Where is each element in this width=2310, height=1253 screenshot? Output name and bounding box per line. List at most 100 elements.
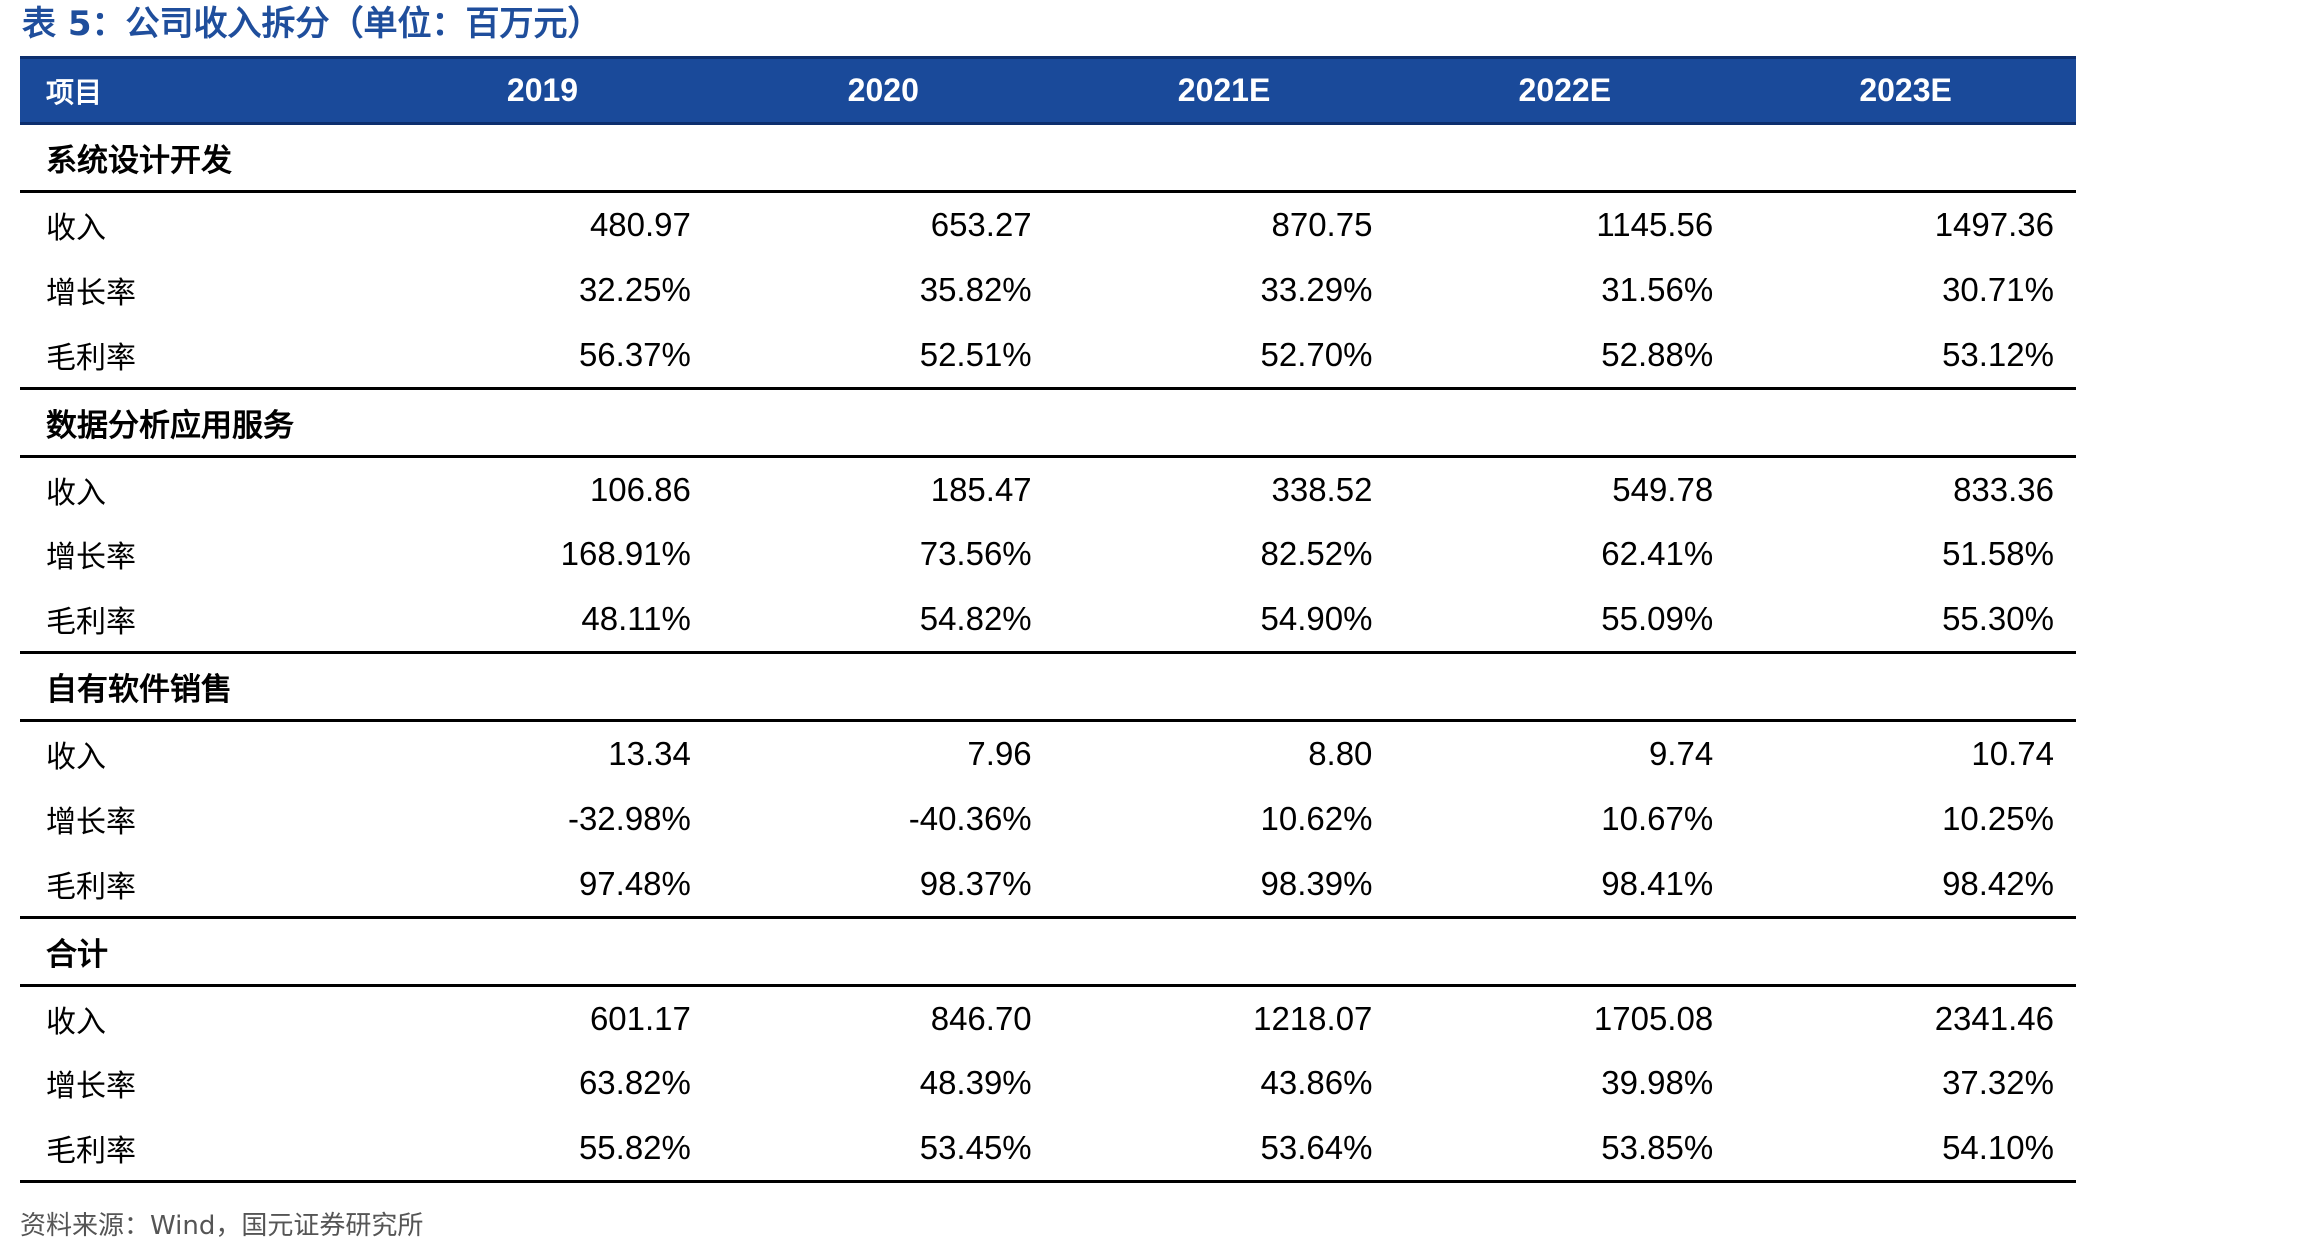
row-label: 增长率: [46, 1069, 136, 1105]
table-cell: 39.98%: [1601, 1064, 1714, 1102]
row-label: 毛利率: [20, 322, 373, 390]
header-year: 2021E: [1053, 56, 1395, 125]
table-row: 收入 601.17 846.70 1218.07 1705.08 2341.46: [20, 985, 2076, 1051]
row-label: 收入: [46, 475, 106, 511]
table-cell: 52.70%: [1053, 322, 1395, 390]
table-row: 毛利率 55.82% 53.45% 53.64% 53.85% 54.10%: [20, 1116, 2076, 1183]
table-cell: 480.97: [589, 206, 691, 243]
header-year: 2020: [712, 56, 1054, 125]
table-row: 增长率 -32.98% -40.36% 10.62% 10.67% 10.25%: [20, 786, 2076, 852]
row-label: 增长率: [46, 275, 136, 311]
table-cell: 48.11%: [372, 587, 713, 654]
table-cell: 338.52: [1271, 470, 1373, 508]
header-year: 2023E: [1735, 56, 2076, 125]
table-cell: 601.17: [589, 999, 691, 1037]
table-cell: 52.88%: [1394, 322, 1736, 390]
table-cell: 10.62%: [1260, 799, 1373, 837]
table-cell: 55.30%: [1735, 587, 2076, 654]
table-cell: 653.27: [930, 206, 1032, 243]
table-cell: 833.36: [1953, 470, 2054, 508]
table-cell: 55.82%: [372, 1116, 713, 1183]
table-cell: 168.91%: [560, 535, 691, 573]
table-cell: 8.80: [1308, 735, 1373, 772]
header-item: 项目: [20, 56, 373, 125]
table-cell: 98.42%: [1735, 851, 2076, 919]
section-row: 数据分析应用服务: [20, 388, 2076, 458]
table-cell: 98.37%: [712, 851, 1054, 919]
table-cell: 54.10%: [1735, 1116, 2076, 1183]
table-cell: 63.82%: [578, 1064, 691, 1102]
table-cell: 51.58%: [1942, 535, 2054, 573]
row-label: 收入: [46, 740, 106, 775]
row-label: 收入: [46, 211, 106, 246]
table-cell: 98.41%: [1394, 851, 1736, 919]
table-cell: 106.86: [589, 470, 691, 508]
section-title: 数据分析应用服务: [20, 388, 2076, 458]
table-cell: 846.70: [930, 999, 1032, 1037]
table-cell: 2341.46: [1934, 999, 2054, 1037]
row-label: 收入: [46, 1004, 106, 1040]
table-cell: -32.98%: [567, 799, 691, 837]
table-cell: 185.47: [930, 470, 1032, 508]
table-cell: 13.34: [608, 735, 691, 772]
table-cell: 43.86%: [1260, 1064, 1373, 1102]
section-row: 自有软件销售: [20, 652, 2076, 722]
table-cell: 870.75: [1271, 206, 1373, 243]
row-label: 毛利率: [20, 587, 373, 654]
row-label: 增长率: [46, 540, 136, 576]
table-cell: -40.36%: [908, 799, 1032, 837]
table-row: 收入 106.86 185.47 338.52 549.78 833.36: [20, 456, 2076, 522]
section-row: 合计: [20, 917, 2076, 987]
table-cell: 54.90%: [1053, 587, 1395, 654]
table-cell: 30.71%: [1942, 270, 2054, 308]
table-cell: 10.25%: [1942, 799, 2054, 837]
table-row: 毛利率 48.11% 54.82% 54.90% 55.09% 55.30%: [20, 587, 2076, 654]
table-cell: 10.67%: [1601, 799, 1714, 837]
table-cell: 56.37%: [372, 322, 713, 390]
table-title: 表 5：公司收入拆分（单位：百万元）: [22, 4, 602, 44]
table-row: 收入 480.97 653.27 870.75 1145.56 1497.36: [20, 192, 2076, 258]
table-cell: 10.74: [1971, 735, 2054, 772]
table-row: 增长率 168.91% 73.56% 82.52% 62.41% 51.58%: [20, 522, 2076, 588]
table-cell: 98.39%: [1053, 851, 1395, 919]
table-cell: 73.56%: [919, 535, 1032, 573]
table-cell: 37.32%: [1942, 1064, 2054, 1102]
table-cell: 35.82%: [919, 270, 1032, 308]
section-row: 系统设计开发: [20, 123, 2076, 193]
table-cell: 52.51%: [712, 322, 1054, 390]
section-title: 合计: [20, 917, 2076, 987]
source-note: 资料来源：Wind，国元证券研究所: [20, 1211, 424, 1241]
table-row: 增长率 63.82% 48.39% 43.86% 39.98% 37.32%: [20, 1051, 2076, 1117]
table-cell: 53.85%: [1394, 1116, 1736, 1183]
table-cell: 53.45%: [712, 1116, 1054, 1183]
row-label: 毛利率: [20, 851, 373, 919]
table-row: 增长率 32.25% 35.82% 33.29% 31.56% 30.71%: [20, 257, 2076, 323]
header-year: 2019: [372, 56, 713, 125]
table-cell: 7.96: [967, 735, 1032, 772]
section-title: 自有软件销售: [20, 652, 2076, 722]
table-cell: 53.12%: [1735, 322, 2076, 390]
table-cell: 549.78: [1612, 470, 1714, 508]
table-cell: 54.82%: [712, 587, 1054, 654]
table-cell: 82.52%: [1260, 535, 1373, 573]
table-cell: 1218.07: [1253, 999, 1373, 1037]
table-cell: 97.48%: [372, 851, 713, 919]
row-label: 增长率: [46, 804, 136, 840]
header-row: 项目 2019 2020 2021E 2022E 2023E: [20, 56, 2076, 125]
header-year: 2022E: [1394, 56, 1736, 125]
table-cell: 32.25%: [578, 270, 691, 308]
table-cell: 55.09%: [1394, 587, 1736, 654]
table-cell: 31.56%: [1601, 270, 1714, 308]
table-cell: 1705.08: [1593, 999, 1714, 1037]
table-cell: 33.29%: [1260, 270, 1373, 308]
table-cell: 1145.56: [1596, 206, 1714, 243]
revenue-breakdown-table: 项目 2019 2020 2021E 2022E 2023E 系统设计开发 收入…: [20, 56, 2076, 1183]
section-title: 系统设计开发: [20, 123, 2076, 193]
table-cell: 9.74: [1648, 735, 1714, 772]
table-row: 毛利率 56.37% 52.51% 52.70% 52.88% 53.12%: [20, 322, 2076, 390]
row-label: 毛利率: [20, 1116, 373, 1183]
table-cell: 53.64%: [1053, 1116, 1395, 1183]
table-cell: 48.39%: [919, 1064, 1032, 1102]
table-cell: 62.41%: [1601, 535, 1714, 573]
table-row: 毛利率 97.48% 98.37% 98.39% 98.41% 98.42%: [20, 851, 2076, 919]
